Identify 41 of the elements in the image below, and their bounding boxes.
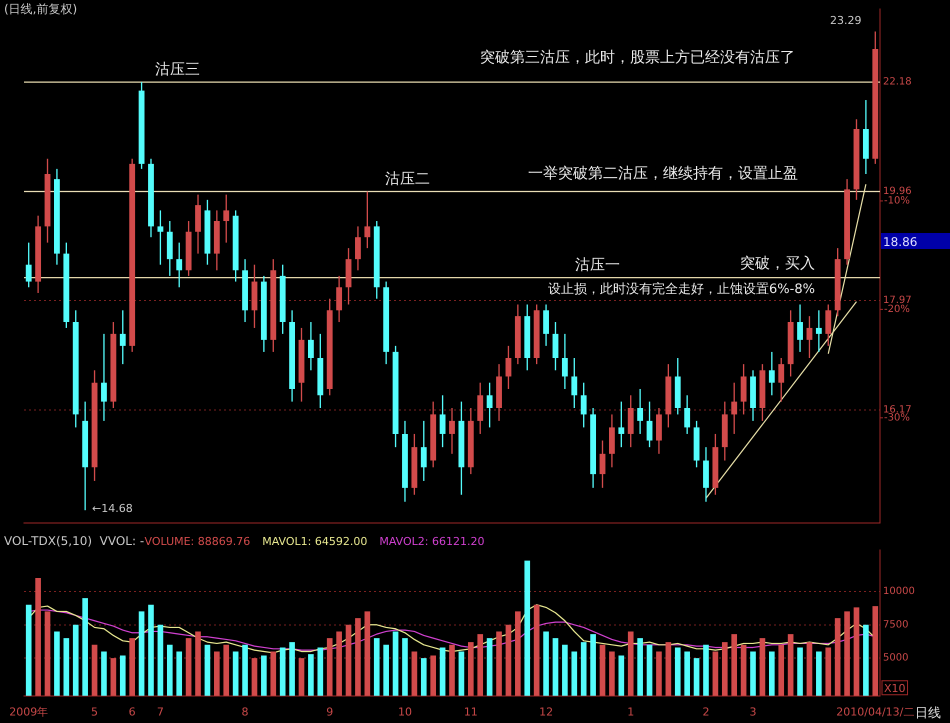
ref-line-label: 沽压三	[155, 60, 200, 78]
text: VOLUME: 88869.76	[144, 535, 250, 548]
x-tick-label: 3	[750, 705, 757, 718]
y2-tick-label: -20%	[884, 304, 910, 315]
y-tick-label: 10000	[883, 586, 915, 597]
x-tick-label: 10	[398, 705, 412, 718]
text: MAVOL1: 64592.00	[262, 535, 368, 548]
ref-line-label: 沽压二	[385, 170, 430, 188]
x-tick-label: 6	[128, 705, 136, 718]
x-tick-label: 2	[702, 705, 710, 718]
y-tick-label: 19.96	[883, 186, 912, 198]
candlestick	[816, 310, 822, 352]
annotation: 23.29	[830, 14, 862, 27]
candlestick	[618, 402, 624, 448]
y2-tick-label: -10%	[884, 196, 910, 207]
x-tick-label: 11	[464, 705, 478, 718]
text: MAVOL2: 66121.20	[379, 535, 484, 548]
chart-title: (日线,前复权)	[4, 2, 78, 16]
text: X10	[884, 682, 906, 695]
y-tick-label: 22.18	[883, 76, 912, 88]
annotation: 一举突破第二沽压，继续持有，设置止盈	[528, 164, 798, 182]
x-tick-label: 5	[91, 705, 98, 718]
x-tick-label: 2009年	[9, 705, 48, 718]
candlestick	[157, 210, 164, 265]
x-tick-label: 12	[539, 705, 554, 718]
text: 18.86	[883, 235, 918, 249]
annotation: 突破第三沽压，此时，股票上方已经没有沽压了	[480, 48, 795, 66]
y-tick-label: 5000	[883, 652, 908, 664]
chart-title: VOL-TDX(5,10) VVOL: -	[4, 534, 144, 548]
x-tick-label: 1	[627, 705, 634, 718]
annotation: 突破，买入	[740, 254, 815, 272]
ref-line-label: 沽压一	[575, 256, 620, 274]
x-tick-label: 9	[326, 705, 334, 718]
candlestick	[364, 192, 370, 248]
annotation: ←14.68	[92, 502, 133, 515]
x-tick-label: 7	[156, 705, 164, 718]
y-tick-label: 7500	[883, 619, 908, 630]
annotation: 设止损，此时没有完全走好，止蚀设置6%-8%	[548, 281, 815, 297]
x-tick-label: 8	[242, 705, 249, 718]
x-tick-label: 2010/04/13/二	[836, 705, 914, 718]
text: 日线	[915, 706, 941, 721]
